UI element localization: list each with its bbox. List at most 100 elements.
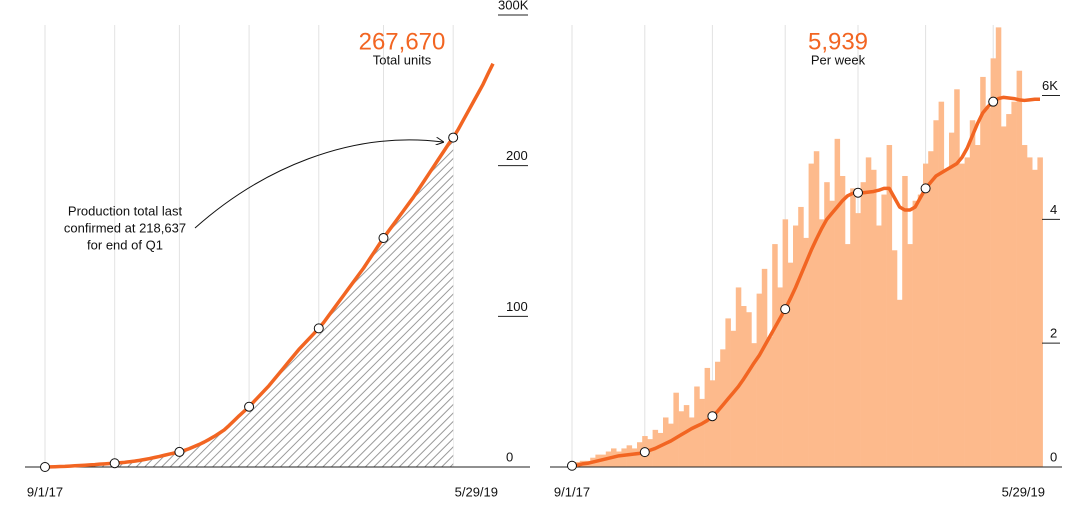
bar [928,151,934,467]
bar [657,432,664,467]
marker [448,132,459,143]
annotation-value: 5,939 [808,28,868,55]
bar [1006,114,1012,468]
bar [772,244,778,467]
bar [959,163,965,468]
bar [943,169,950,467]
bar [668,423,674,467]
note-line: confirmed at 218,637 [64,220,186,235]
bar [845,244,851,467]
bar [876,225,882,467]
bar [886,145,893,467]
bar [746,312,752,467]
bar [949,132,955,467]
y-tick-label: 6K [1042,78,1058,93]
bar [1001,126,1007,467]
marker [40,462,50,472]
bar [933,120,939,467]
marker [920,183,931,194]
bar [990,58,997,467]
bar [673,392,679,467]
bar [834,138,841,467]
note-line: Production total last [68,203,183,218]
bar [683,405,690,467]
bar [616,451,622,467]
bar [1016,70,1023,468]
bar [902,175,908,467]
line [571,95,1041,468]
y-tick-label: 0 [506,449,513,464]
x-tick-label: 5/29/19 [1002,484,1045,499]
marker [988,96,999,107]
bar [839,175,846,467]
bar [824,182,830,467]
bar [741,306,747,467]
annotation-label: Total units [373,52,432,67]
hatched-area [45,137,454,467]
bar [819,219,825,467]
marker [109,458,120,469]
marker [567,460,577,471]
bar [782,219,789,467]
bar [1011,101,1017,467]
bar [850,188,856,467]
bar [767,336,773,467]
bar [689,417,695,467]
annotation-arrow [194,140,443,229]
bar [995,27,1002,467]
bar [897,299,903,467]
bar [803,237,809,467]
marker [378,232,389,243]
bar [793,225,799,467]
bar [678,411,685,467]
bar [912,200,919,467]
bar [954,89,960,468]
bar [829,200,835,467]
bar [808,163,815,468]
bar [923,163,929,468]
bar [881,194,887,467]
bar [631,448,638,467]
marker [244,401,255,412]
marker [707,411,718,422]
note-line: for end of Q1 [87,237,163,252]
x-tick-label: 9/1/17 [554,484,590,499]
bar [1032,169,1038,467]
bar [798,206,804,468]
bar [1021,145,1028,467]
bar [621,448,627,467]
bar [720,349,726,467]
bar [860,182,867,467]
bar [855,213,861,467]
bar [938,101,945,467]
y-tick-label: 300K [498,0,529,12]
bar [813,151,820,467]
y-tick-label: 200 [506,148,528,163]
y-tick-label: 100 [506,299,528,314]
bar [964,157,971,468]
annotation-label: Per week [811,52,866,67]
bar [725,318,731,467]
bar [917,194,924,467]
marker [780,304,791,315]
bar [761,268,768,467]
bar [777,287,783,467]
bar [647,439,653,467]
y-tick-label: 4 [1050,202,1057,217]
bar [891,250,898,467]
bar [871,169,877,467]
marker [174,446,185,457]
bar [735,287,742,467]
bar [865,157,872,468]
bar [709,380,716,467]
x-tick-label: 9/1/17 [27,484,63,499]
bar [699,398,705,467]
annotation-value: 267,670 [359,28,446,55]
bar [975,145,981,467]
bar [715,361,721,467]
bar [751,343,757,467]
x-tick-label: 5/29/19 [455,484,498,499]
y-tick-label: 2 [1050,326,1057,341]
bar [1037,157,1043,468]
